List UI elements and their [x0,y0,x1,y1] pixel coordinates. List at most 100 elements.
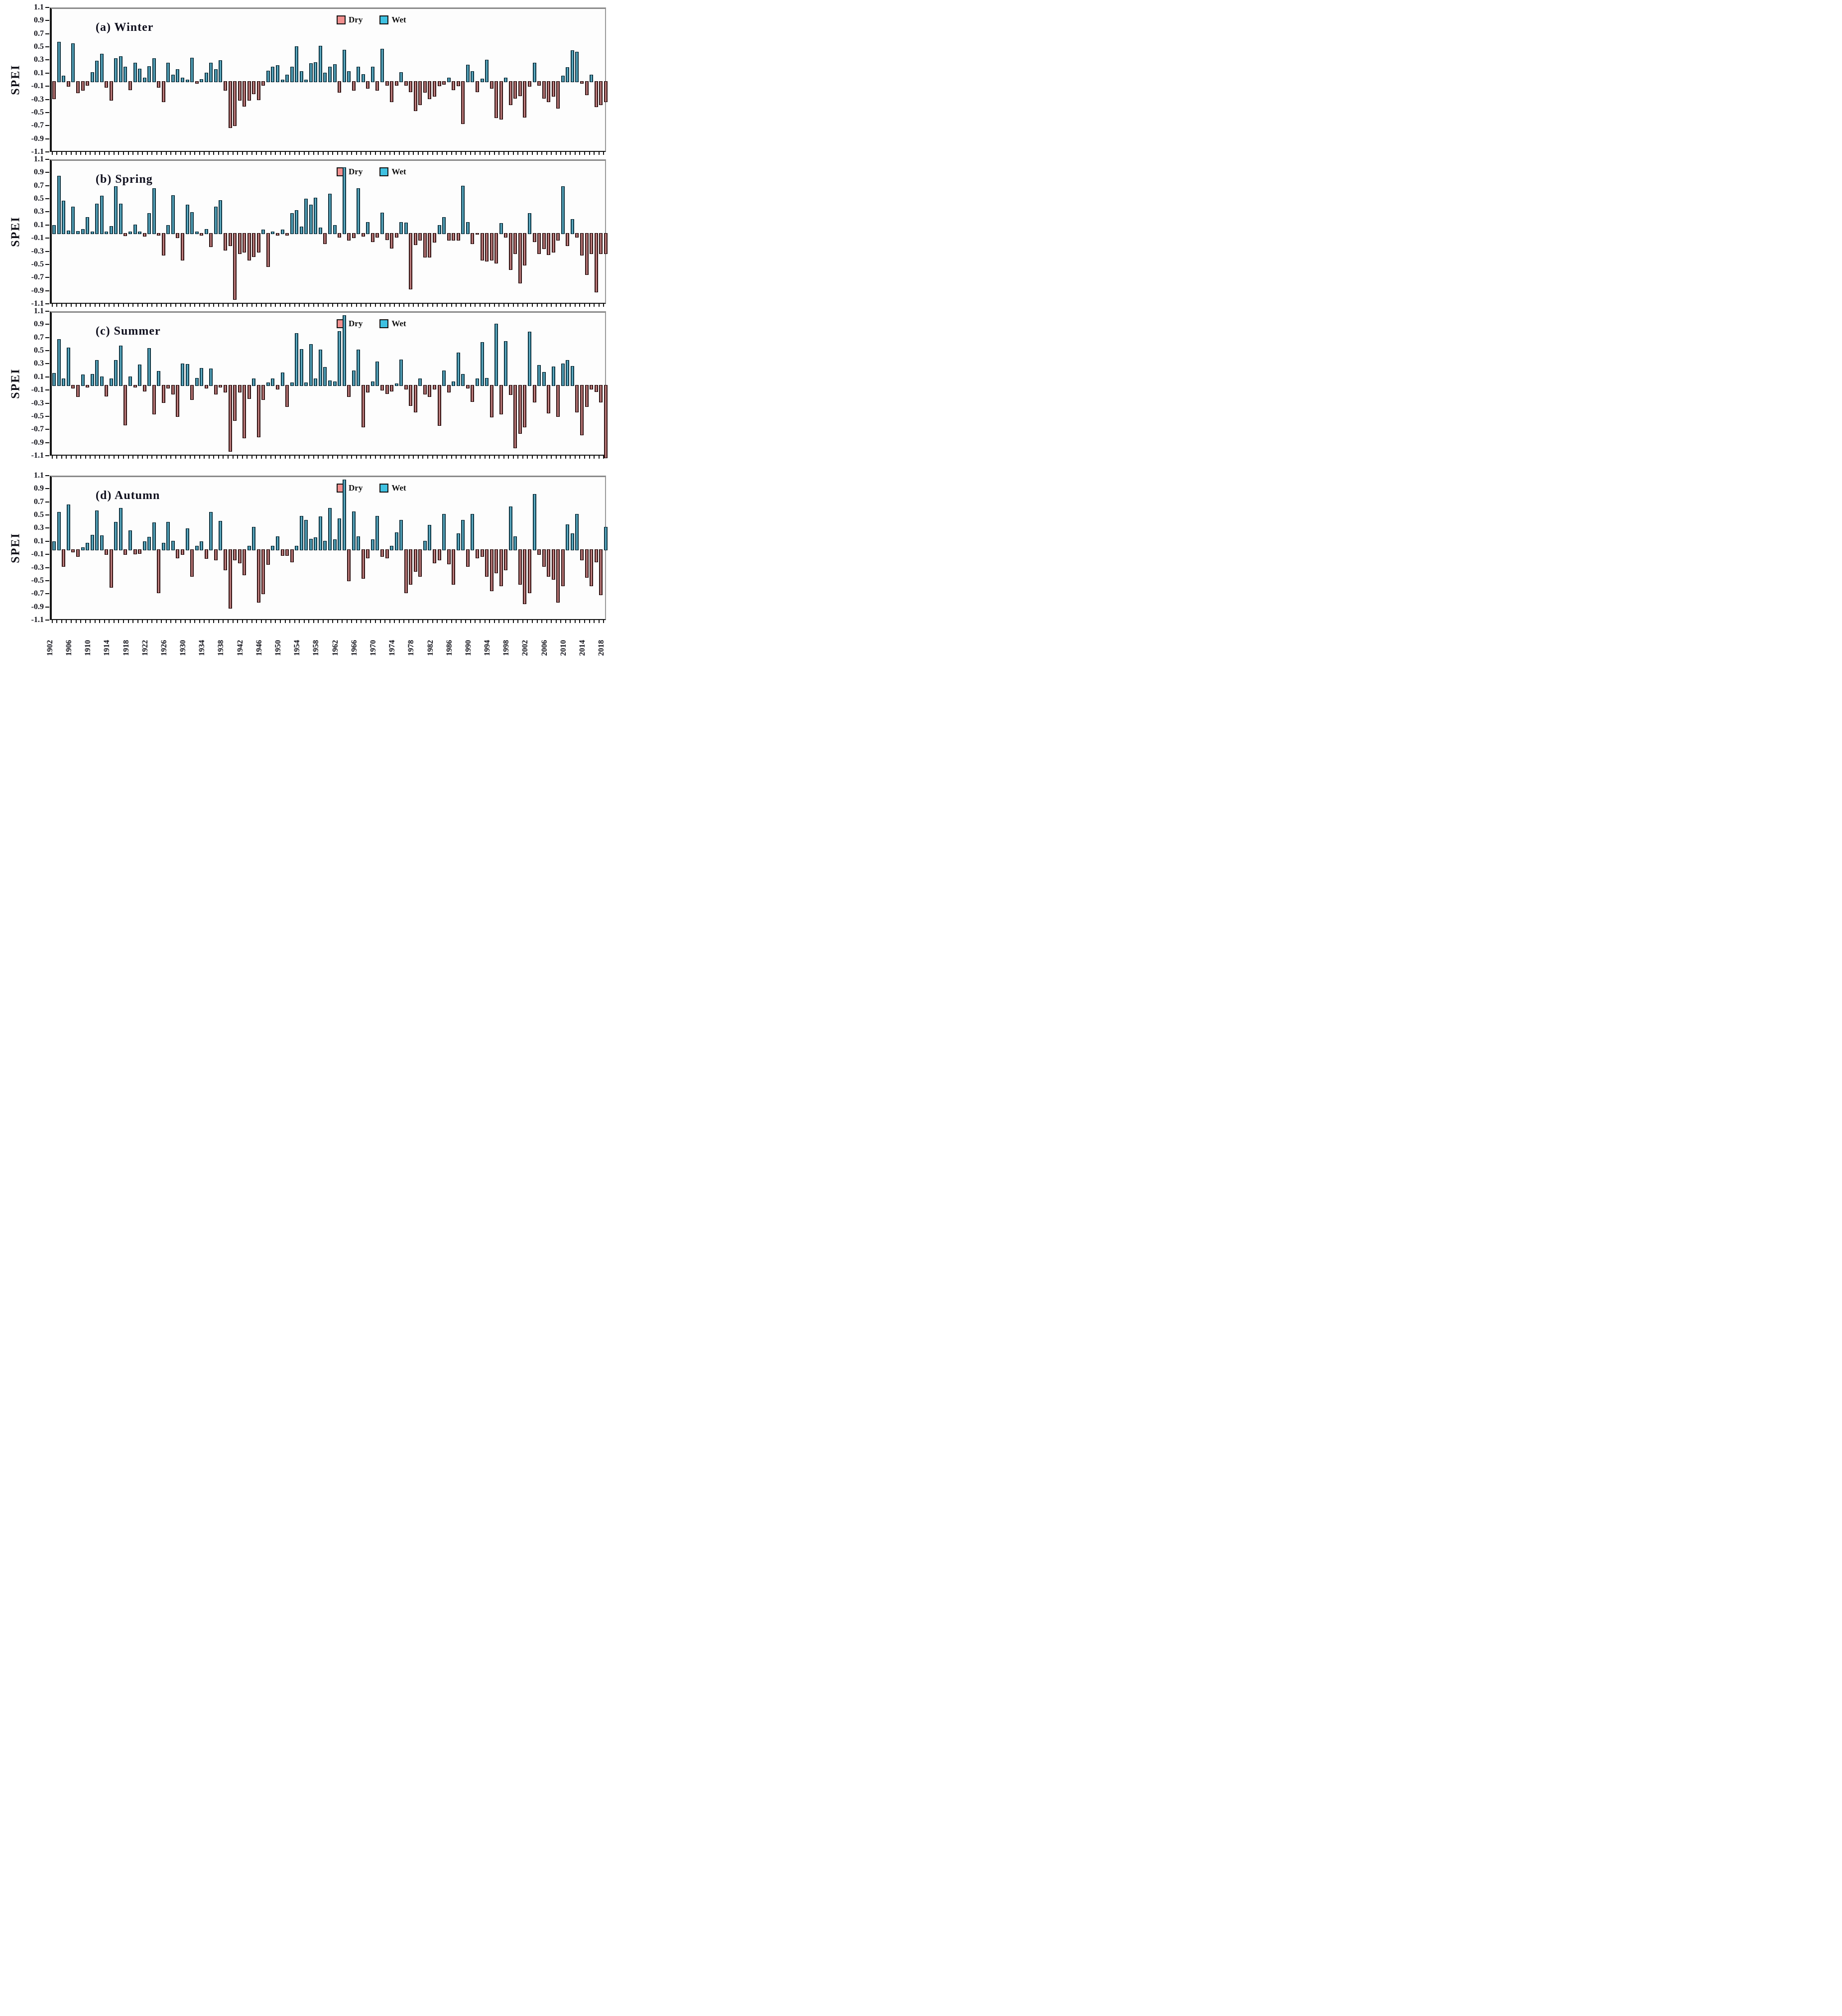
x-axis-tick [417,152,419,155]
dry-bar-1925 [161,233,165,256]
dry-bar-2001 [523,81,527,118]
x-axis-tick [308,620,310,623]
wet-bar-1952 [290,67,294,82]
dry-bar-1938 [223,549,227,570]
y-axis-tick [45,455,49,456]
x-axis-tick [156,304,157,307]
dry-bar-2006 [547,81,551,102]
y-axis-tick [45,389,49,391]
dry-bar-1945 [256,233,260,252]
x-axis-tick [503,152,504,155]
x-axis-tick [351,620,353,623]
x-axis-tick [398,152,400,155]
wet-bar-1960 [328,67,332,82]
x-axis-tick [142,304,143,307]
dry-bar-2008 [556,81,560,109]
x-axis-tick [251,456,252,459]
wet-bar-1923 [152,522,156,550]
wet-bar-1916 [119,345,123,386]
y-axis-tick [45,514,49,516]
plot-area-summer: (c) Summer Dry Wet [50,311,608,458]
x-axis-tick [480,620,481,623]
wet-bar-1908 [81,374,85,386]
dry-bar-1936 [214,385,218,395]
dry-bar-1931 [190,385,194,400]
x-axis-tick [379,152,381,155]
wet-bar-1989 [466,222,470,234]
dry-bar-1904 [62,549,66,567]
x-axis-tick [189,304,191,307]
x-axis-tick [480,152,481,155]
dry-bar-1944 [252,233,256,257]
y-axis-tick [45,442,49,443]
dry-bar-1939 [228,549,232,609]
x-axis-tick [94,620,96,623]
x-axis-tick [256,456,257,459]
wet-bar-1933 [200,541,204,550]
x-axis-tick [99,456,101,459]
x-axis-tick [584,304,586,307]
x-axis-tick [565,620,566,623]
x-axis-tick [246,152,248,155]
x-axis-tick [289,456,291,459]
wet-bar-2018 [604,527,608,550]
dry-bar-1939 [228,233,232,246]
x-axis-tick [451,152,452,155]
x-axis-tick [470,304,471,307]
x-axis-tick [61,620,62,623]
x-axis-tick [374,304,376,307]
x-axis-tick [232,152,234,155]
legend-dry-label: Dry [349,167,363,176]
x-axis-tick [541,456,543,459]
y-axis-tick [45,350,49,352]
wet-bar-2005 [542,372,546,386]
x-axis-tick [337,620,338,623]
dry-bar-1997 [504,549,508,570]
wet-bar-1916 [119,203,123,234]
x-axis-tick [308,304,310,307]
wet-bar-1908 [81,547,85,550]
plot-area-spring: (b) Spring Dry Wet [50,159,608,304]
x-axis-tick [146,620,148,623]
x-axis-tick [208,620,210,623]
x-axis-tick [512,456,514,459]
x-axis-tick [536,456,538,459]
x-axis-tick [294,304,295,307]
x-axis-tick [322,152,324,155]
x-axis-tick [75,456,77,459]
x-axis-tick [260,152,262,155]
y-axis-tick [45,488,49,490]
x-axis-tick [137,304,138,307]
x-axis-tick [123,152,124,155]
dry-bar-2003 [532,233,536,242]
wet-bar-1993 [485,59,489,82]
dry-bar-1943 [247,233,251,260]
dry-bar-1942 [243,549,246,576]
x-axis-tick [99,304,101,307]
dry-bar-1986 [452,233,456,241]
x-axis-tick [579,152,581,155]
x-axis-tick [527,620,528,623]
y-axis-tick [45,72,49,74]
x-axis-tick [265,152,267,155]
x-axis-tick [574,304,576,307]
wet-bar-1911 [95,203,99,234]
dry-bar-1940 [233,233,237,300]
x-axis-tick [56,304,58,307]
dry-bar-1941 [238,549,242,564]
dry-bar-1902 [52,81,56,100]
dry-bar-1992 [480,233,484,260]
dry-bar-1987 [456,233,460,241]
wet-bar-2011 [570,50,574,82]
x-axis-tick [299,620,300,623]
x-axis-tick [175,304,176,307]
x-axis-tick [384,456,386,459]
x-axis-tick [142,152,143,155]
x-axis-tick [522,152,523,155]
x-axis-tick [127,620,129,623]
x-axis-tick [332,620,334,623]
wet-bar-2012 [575,51,579,82]
x-axis-tick [265,456,267,459]
wet-bar-1971 [380,213,384,234]
x-axis-tick [603,304,605,307]
